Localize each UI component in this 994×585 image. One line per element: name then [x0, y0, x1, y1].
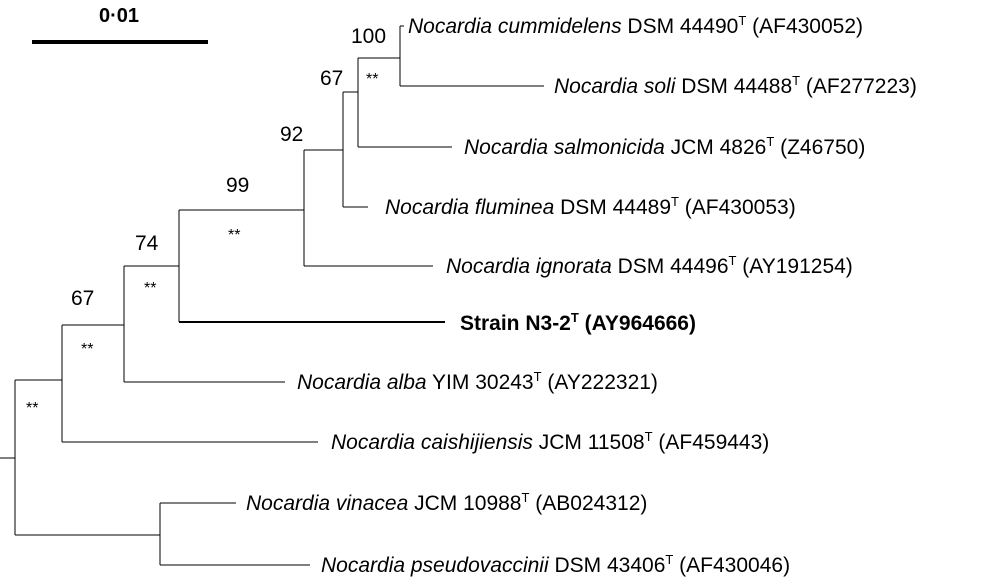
taxon-label: Nocardia cummidelens DSM 44490T (AF43005…	[408, 13, 863, 38]
mark-5: **	[26, 400, 38, 417]
taxon-label: Nocardia pseudovaccinii DSM 43406T (AF43…	[321, 552, 790, 577]
bootstrap-92: 92	[280, 123, 303, 146]
taxon-label: Nocardia caishijiensis JCM 11508T (AF459…	[331, 429, 769, 454]
taxon-label: Nocardia soli DSM 44488T (AF277223)	[554, 73, 917, 98]
taxon-label: Nocardia alba YIM 30243T (AY222321)	[297, 369, 658, 394]
mark-3: **	[144, 280, 156, 297]
bootstrap-74: 74	[135, 232, 159, 255]
bootstrap-100: 100	[351, 25, 386, 48]
mark-4: **	[81, 341, 93, 358]
scale-bar-label: 0·01	[99, 5, 139, 27]
bootstrap-67a: 67	[320, 67, 343, 90]
mark-2: **	[228, 227, 240, 244]
taxon-label: Nocardia fluminea DSM 44489T (AF430053)	[385, 194, 796, 219]
taxon-label: Nocardia salmonicida JCM 4826T (Z46750)	[464, 134, 865, 159]
taxon-label-strain-n3-2: Strain N3-2T (AY964666)	[460, 310, 696, 335]
bootstrap-99: 99	[226, 174, 249, 197]
taxon-label: Nocardia ignorata DSM 44496T (AY191254)	[446, 253, 853, 278]
taxon-label: Nocardia vinacea JCM 10988T (AB024312)	[246, 490, 647, 515]
bootstrap-67b: 67	[71, 287, 94, 310]
mark-1: **	[366, 71, 378, 88]
